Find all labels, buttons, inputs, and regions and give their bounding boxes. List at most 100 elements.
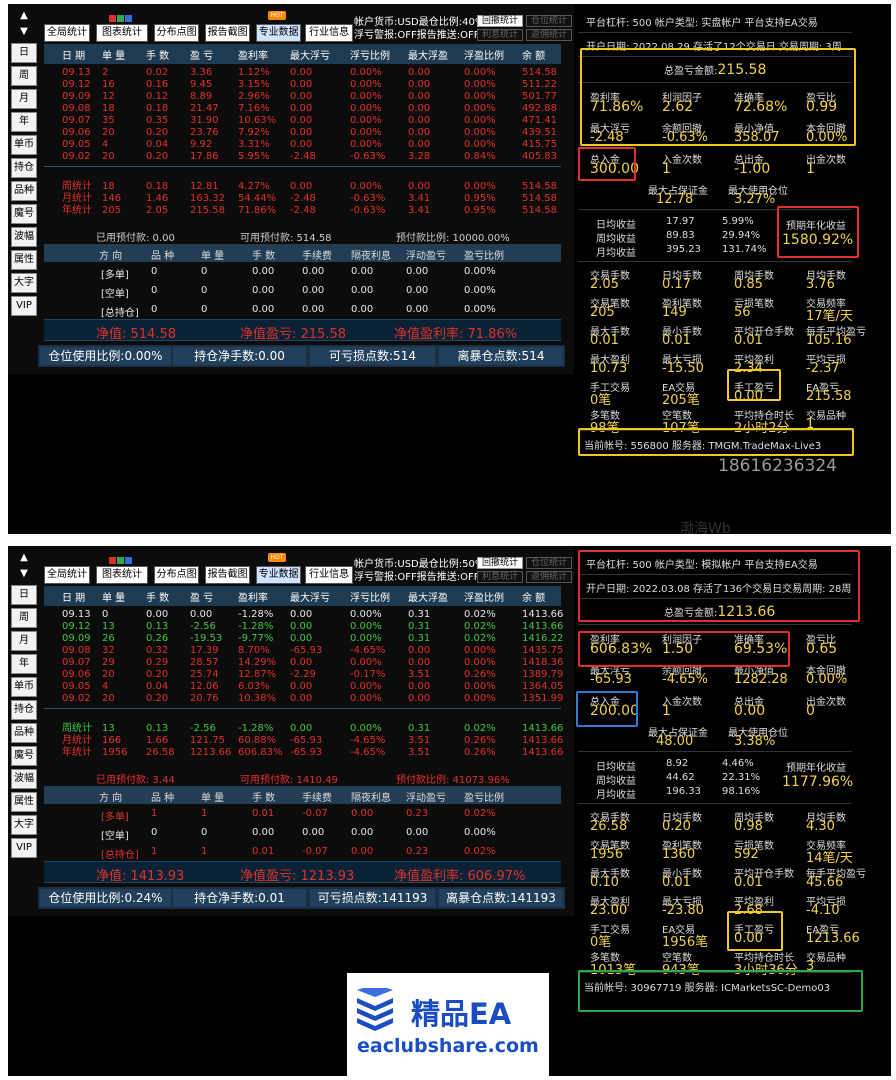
drawdown-stats-button[interactable]: 回撤统计 xyxy=(477,15,523,27)
drawdown-stats-button[interactable]: 回撤统计 xyxy=(477,557,523,569)
sidebar-item[interactable]: 单币 xyxy=(11,677,37,697)
cell: 0.02 xyxy=(146,67,169,78)
rebate-stats-button[interactable]: 返佣统计 xyxy=(526,29,572,41)
sidebar-item[interactable]: 持仓 xyxy=(11,158,37,178)
sidebar-item[interactable]: 大字 xyxy=(11,273,37,293)
sidebar-item[interactable]: 周 xyxy=(11,608,37,628)
cell: 0.00% xyxy=(350,103,382,114)
rebate-stats-button[interactable]: 返佣统计 xyxy=(526,571,572,583)
cell: -1.28% xyxy=(238,723,274,734)
cell: 0.00 xyxy=(408,67,431,78)
cell: 205 xyxy=(102,205,122,216)
tab-1[interactable]: 图表统计 xyxy=(96,566,149,584)
sidebar-item[interactable]: 波幅 xyxy=(11,227,37,247)
interest-stats-button[interactable]: 利息统计 xyxy=(477,29,523,41)
tab-2[interactable]: 分布点图 xyxy=(154,566,200,584)
tab-0[interactable]: 全局统计 xyxy=(44,24,90,42)
position-row: [总持仓] 1 1 0.01 -0.07 0.00 0.23 0.02% xyxy=(44,846,561,861)
sidebar-item[interactable]: 属性 xyxy=(11,250,37,270)
phone-number: 18616236324 xyxy=(718,456,837,476)
sidebar-item[interactable]: 日 xyxy=(11,43,37,63)
tab-0[interactable]: 全局统计 xyxy=(44,566,90,584)
position-stats-button[interactable]: 仓位统计 xyxy=(526,557,572,569)
income-label: 周均收益 xyxy=(596,234,636,245)
cell: 0.20 xyxy=(146,151,169,162)
cell: 0.00 xyxy=(408,681,431,692)
sidebar-item[interactable]: 大字 xyxy=(11,815,37,835)
cell: 0.01 xyxy=(252,808,275,819)
tab-5[interactable]: 行业信息 xyxy=(305,24,354,42)
cell: -1.28% xyxy=(238,621,274,632)
cell: 1418.36 xyxy=(522,657,564,668)
highlight-box xyxy=(578,970,863,1012)
scroll-up-icon[interactable]: ▲ xyxy=(20,10,28,21)
sidebar-item[interactable]: 单币 xyxy=(11,135,37,155)
sidebar-item[interactable]: VIP xyxy=(11,296,37,316)
stat-label: 交易笔数 xyxy=(590,299,630,310)
cell: 0.00% xyxy=(464,181,496,192)
tab-3[interactable]: 报告截图 xyxy=(205,566,251,584)
sidebar-item[interactable]: 月 xyxy=(11,631,37,651)
stat-value: 3.76 xyxy=(806,277,835,292)
highlight-box xyxy=(580,48,856,146)
position-row: [总持仓] 0 0 0.00 0.00 0.00 0.00 0.00% xyxy=(44,304,561,319)
scroll-up-icon[interactable]: ▲ xyxy=(20,552,28,563)
pos-col: 方 向 xyxy=(99,251,123,262)
sidebar-item[interactable]: 月 xyxy=(11,89,37,109)
cell: 0.00% xyxy=(350,693,382,704)
cell: 26.58 xyxy=(146,747,175,758)
tab-5[interactable]: 行业信息 xyxy=(305,566,354,584)
sidebar-item[interactable]: VIP xyxy=(11,838,37,858)
cell: 12.87% xyxy=(238,669,277,680)
sidebar-item[interactable]: 魔号 xyxy=(11,746,37,766)
sidebar-item[interactable]: 日 xyxy=(11,585,37,605)
scroll-down-icon[interactable]: ▼ xyxy=(20,568,28,579)
cell: 3.36 xyxy=(190,67,213,78)
account-info: 帐户货币:USD最仓比例:50% 浮亏警报:OFF报告推送:OFF xyxy=(354,558,484,584)
sidebar-item[interactable]: 波幅 xyxy=(11,769,37,789)
stat-value: 0.20 xyxy=(662,819,691,834)
stat-value: 14笔/天 xyxy=(806,851,853,866)
stat-label: 利润因子 xyxy=(662,93,702,104)
sidebar-item[interactable]: 持仓 xyxy=(11,700,37,720)
stats-panel-demo: ▲ ▼ 日周月年单币持仓品种魔号波幅属性大字 VIP 全局统计 图表统计 分布点图 报告… xyxy=(8,546,891,1076)
stat-label: 总入金 xyxy=(590,697,620,708)
sidebar-item[interactable]: 魔号 xyxy=(11,204,37,224)
sidebar-item[interactable]: 年 xyxy=(11,112,37,132)
tab-3[interactable]: 报告截图 xyxy=(205,24,251,42)
sidebar-item[interactable]: 品种 xyxy=(11,181,37,201)
tab-1[interactable]: 图表统计 xyxy=(96,24,149,42)
scroll-down-icon[interactable]: ▼ xyxy=(20,26,28,37)
cell: 0.00 xyxy=(351,808,374,819)
sidebar-item[interactable]: 年 xyxy=(11,654,37,674)
tab-2[interactable]: 分布点图 xyxy=(154,24,200,42)
cell: 0.84% xyxy=(464,151,496,162)
sidebar-item[interactable]: 周 xyxy=(11,66,37,86)
stat-value: 12.78 xyxy=(656,192,694,207)
margin-item: 可用预付款: 1410.49 xyxy=(240,775,338,786)
tab-4[interactable]: 专业数据 xyxy=(256,24,302,42)
interest-stats-button[interactable]: 利息统计 xyxy=(477,571,523,583)
period-sidebar: ▲ ▼ 日周月年单币持仓品种魔号波幅属性大字 VIP xyxy=(10,8,38,316)
stat-label: 手工交易 xyxy=(590,383,630,394)
income-label: 月均收益 xyxy=(596,248,636,259)
income-value: 89.83 xyxy=(666,230,695,241)
cell: 1351.99 xyxy=(522,693,564,704)
sidebar-item[interactable]: 品种 xyxy=(11,723,37,743)
stat-value: 205笔 xyxy=(662,393,700,408)
stat-label: 手工交易 xyxy=(590,925,630,936)
stat-value: 606.83% xyxy=(590,641,653,657)
sidebar-item[interactable]: 属性 xyxy=(11,792,37,812)
stat-label: 盈利率 xyxy=(590,93,620,104)
cell: -0.63% xyxy=(350,151,386,162)
tab-4[interactable]: 专业数据 xyxy=(256,566,302,584)
cell: 09.06 xyxy=(62,127,91,138)
stat-row: 年统计 1956 26.58 1213.66 606.83% -65.93 -4.65% 3.… xyxy=(44,747,563,759)
cell: 0.26% xyxy=(464,669,496,680)
cell: 0.00 xyxy=(290,115,313,126)
position-stats-button[interactable]: 仓位统计 xyxy=(526,15,572,27)
stat-label: 手工盈亏 xyxy=(734,383,774,394)
stat-label: 最大占保证金 xyxy=(648,186,708,197)
cell: 12.81 xyxy=(190,181,219,192)
cell: 4.27% xyxy=(238,181,270,192)
